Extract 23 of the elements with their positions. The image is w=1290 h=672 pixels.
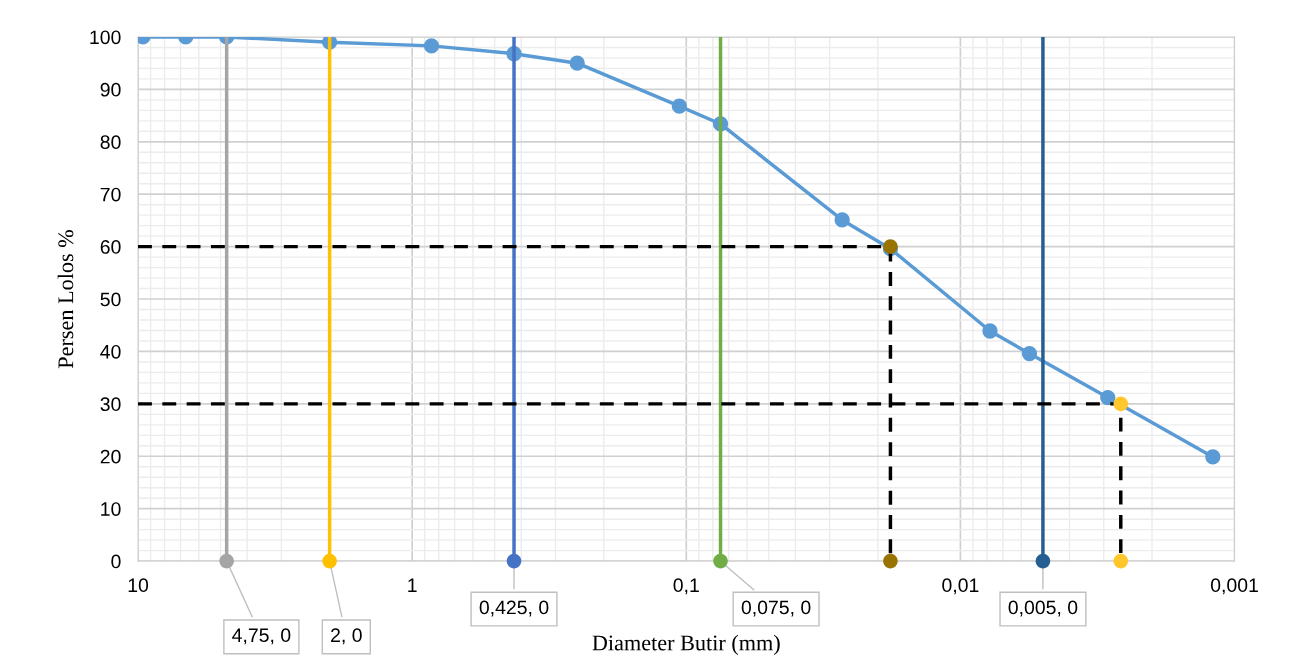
y-tick-label: 80 [100, 135, 121, 150]
x-tick-label: 1 [408, 578, 417, 592]
y-tick-label: 90 [100, 82, 121, 97]
data-label: 2, 0 [331, 628, 362, 645]
y-tick-label: 40 [100, 344, 121, 359]
y-tick-label: 100 [90, 30, 121, 45]
data-label: 0,005, 0 [1008, 600, 1078, 617]
data-label: 0,425, 0 [479, 600, 549, 617]
x-axis-title: Diameter Butir (mm) [592, 634, 780, 655]
x-tick-label: 0,001 [1210, 578, 1258, 595]
y-tick-label: 0 [111, 554, 121, 569]
x-tick-label: 10 [128, 578, 149, 593]
x-tick-label: 0,01 [942, 578, 979, 595]
data-label: 4,75, 0 [232, 628, 291, 645]
y-tick-label: 60 [100, 240, 121, 254]
y-tick-label: 30 [100, 397, 121, 412]
y-tick-label: 10 [101, 502, 121, 516]
y-axis-title: Persen Lolos % [57, 230, 74, 369]
data-label: 0,075, 0 [741, 600, 811, 617]
x-tick-label: 0,1 [673, 578, 699, 595]
y-tick-label: 70 [100, 187, 121, 202]
y-tick-label: 20 [100, 449, 121, 464]
y-tick-label: 50 [100, 292, 121, 307]
